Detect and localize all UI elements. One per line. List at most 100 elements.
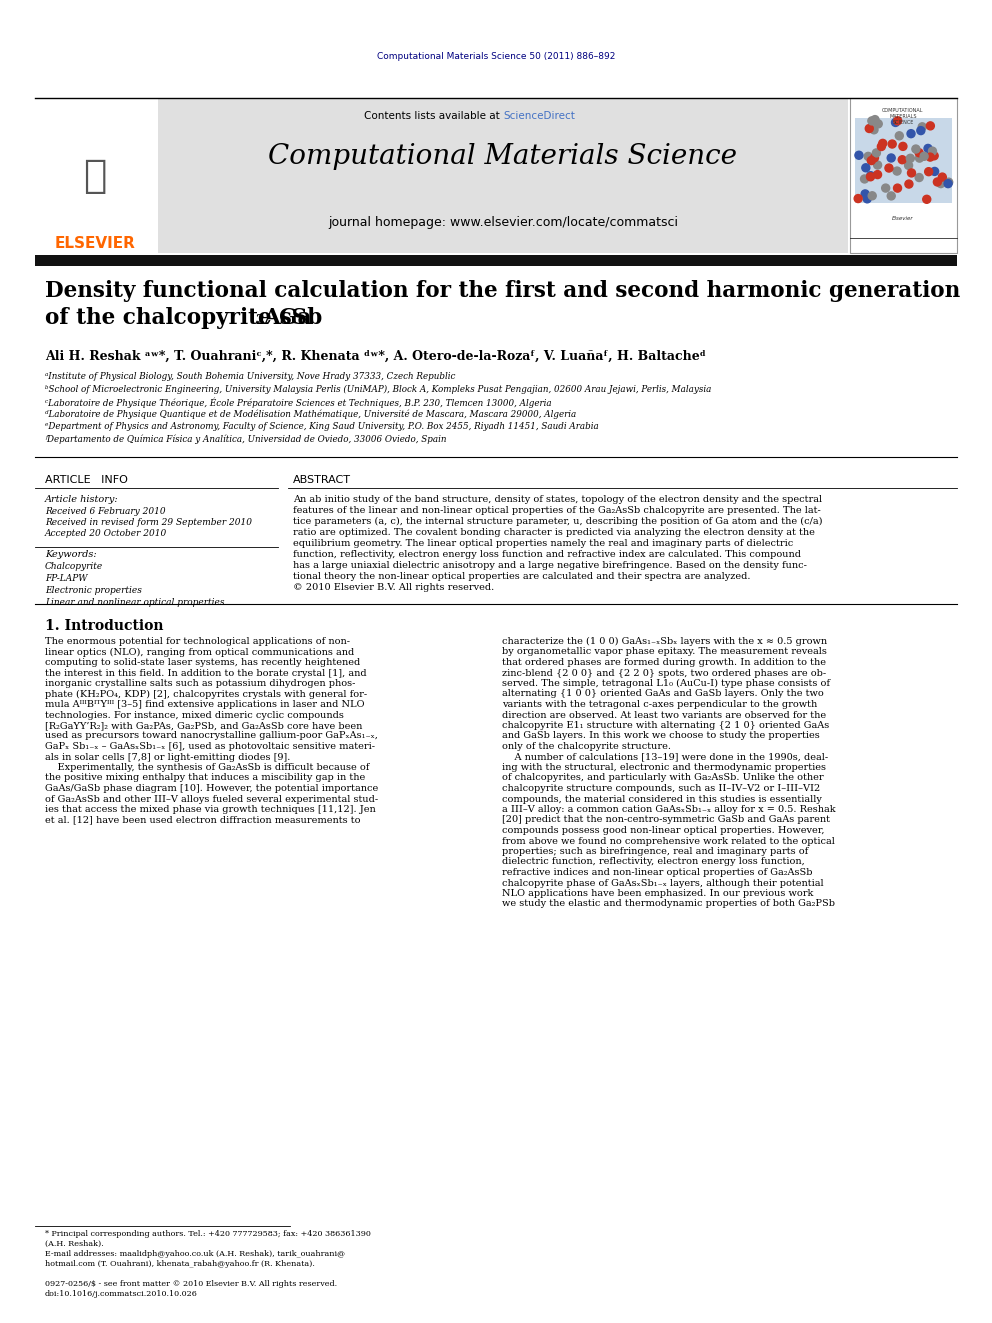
Circle shape [887, 153, 895, 161]
Text: Density functional calculation for the first and second harmonic generation: Density functional calculation for the f… [45, 280, 960, 302]
Circle shape [879, 139, 887, 147]
Circle shape [867, 156, 875, 164]
Circle shape [865, 124, 873, 132]
Text: linear optics (NLO), ranging from optical communications and: linear optics (NLO), ranging from optica… [45, 647, 354, 656]
Text: a III–V alloy: a common cation GaAsₓSb₁₋ₓ alloy for x = 0.5. Reshak: a III–V alloy: a common cation GaAsₓSb₁₋… [502, 804, 835, 814]
Text: tice parameters (a, c), the internal structure parameter, u, describing the posi: tice parameters (a, c), the internal str… [293, 517, 822, 527]
Circle shape [916, 153, 924, 163]
Circle shape [915, 148, 924, 156]
Text: properties; such as birefringence, real and imaginary parts of: properties; such as birefringence, real … [502, 847, 808, 856]
Circle shape [862, 164, 870, 172]
Text: [20] predict that the non-centro-symmetric GaSb and GaAs parent: [20] predict that the non-centro-symmetr… [502, 815, 830, 824]
Circle shape [863, 194, 871, 202]
Text: used as precursors toward nanocrystalline gallium-poor GaPₓAs₁₋ₓ,: used as precursors toward nanocrystallin… [45, 732, 378, 741]
Text: * Principal corresponding authors. Tel.: +420 777729583; fax: +420 386361390: * Principal corresponding authors. Tel.:… [45, 1230, 371, 1238]
Text: of chalcopyrites, and particularly with Ga₂AsSb. Unlike the other: of chalcopyrites, and particularly with … [502, 774, 823, 782]
Text: ScienceDirect: ScienceDirect [503, 111, 575, 120]
Text: compounds possess good non-linear optical properties. However,: compounds possess good non-linear optica… [502, 826, 824, 835]
Text: direction are observed. At least two variants are observed for the: direction are observed. At least two var… [502, 710, 826, 720]
Circle shape [944, 180, 952, 188]
Text: ELSEVIER: ELSEVIER [55, 235, 136, 251]
Circle shape [930, 168, 938, 176]
Text: chalcopyrite E1₁ structure with alternating {2 1 0} oriented GaAs: chalcopyrite E1₁ structure with alternat… [502, 721, 829, 730]
Text: Accepted 20 October 2010: Accepted 20 October 2010 [45, 529, 168, 538]
Circle shape [866, 173, 875, 181]
Text: ᵇSchool of Microelectronic Engineering, University Malaysia Perlis (UniMAP), Blo: ᵇSchool of Microelectronic Engineering, … [45, 385, 711, 394]
Circle shape [905, 161, 913, 169]
Text: phate (KH₂PO₄, KDP) [2], chalcopyrites crystals with general for-: phate (KH₂PO₄, KDP) [2], chalcopyrites c… [45, 689, 367, 699]
Circle shape [882, 184, 890, 192]
Text: Received in revised form 29 September 2010: Received in revised form 29 September 20… [45, 519, 252, 527]
Circle shape [917, 127, 925, 135]
Bar [850, 98, 957, 253]
Bar [35, 255, 957, 266]
Text: only of the chalcopyrite structure.: only of the chalcopyrite structure. [502, 742, 671, 751]
Circle shape [896, 132, 904, 140]
Text: characterize the (1 0 0) GaAs₁₋ₓSbₓ layers with the x ≈ 0.5 grown: characterize the (1 0 0) GaAs₁₋ₓSbₓ laye… [502, 636, 827, 646]
Circle shape [908, 169, 916, 177]
Text: from above we found no comprehensive work related to the optical: from above we found no comprehensive wor… [502, 836, 835, 845]
Text: compounds, the material considered in this studies is essentially: compounds, the material considered in th… [502, 795, 822, 803]
Text: hotmail.com (T. Ouahrani), khenata_rabah@yahoo.fr (R. Khenata).: hotmail.com (T. Ouahrani), khenata_rabah… [45, 1259, 314, 1267]
Circle shape [905, 180, 913, 188]
Text: FP-LAPW: FP-LAPW [45, 574, 87, 583]
Circle shape [907, 130, 915, 138]
Text: Computational Materials Science 50 (2011) 886–892: Computational Materials Science 50 (2011… [377, 52, 615, 61]
Circle shape [861, 191, 869, 198]
Circle shape [877, 143, 886, 151]
Circle shape [938, 173, 946, 181]
Text: doi:10.1016/j.commatsci.2010.10.026: doi:10.1016/j.commatsci.2010.10.026 [45, 1290, 197, 1298]
Circle shape [892, 119, 900, 127]
Circle shape [871, 153, 879, 161]
Text: chalcopyrite phase of GaAsₓSb₁₋ₓ layers, although their potential: chalcopyrite phase of GaAsₓSb₁₋ₓ layers,… [502, 878, 823, 888]
Circle shape [919, 123, 927, 131]
Text: Keywords:: Keywords: [45, 550, 96, 560]
Text: tional theory the non-linear optical properties are calculated and their spectra: tional theory the non-linear optical pro… [293, 572, 751, 581]
Text: AsSb: AsSb [263, 307, 322, 329]
Text: inorganic crystalline salts such as potassium dihydrogen phos-: inorganic crystalline salts such as pota… [45, 679, 355, 688]
Circle shape [898, 156, 907, 164]
Circle shape [864, 152, 872, 160]
Circle shape [894, 184, 902, 192]
Text: GaPₓ Sb₁₋ₓ – GaAsₓSb₁₋ₓ [6], used as photovoltaic sensitive materi-: GaPₓ Sb₁₋ₓ – GaAsₓSb₁₋ₓ [6], used as pho… [45, 742, 375, 751]
Text: computing to solid-state laser systems, has recently heightened: computing to solid-state laser systems, … [45, 658, 360, 667]
Text: chalcopyrite structure compounds, such as II–IV–V2 or I–III–VI2: chalcopyrite structure compounds, such a… [502, 785, 820, 792]
Circle shape [874, 120, 882, 128]
Text: 1. Introduction: 1. Introduction [45, 619, 164, 632]
Circle shape [872, 149, 880, 157]
Text: ᵃInstitute of Physical Biology, South Bohemia University, Nove Hrady 37333, Czec: ᵃInstitute of Physical Biology, South Bo… [45, 372, 455, 381]
Text: that ordered phases are formed during growth. In addition to the: that ordered phases are formed during gr… [502, 658, 826, 667]
Text: ᶜLaboratoire de Physique Théorique, École Préparatoire Sciences et Techniques, B: ᶜLaboratoire de Physique Théorique, Écol… [45, 397, 552, 407]
Text: by organometallic vapor phase epitaxy. The measurement reveals: by organometallic vapor phase epitaxy. T… [502, 647, 827, 656]
Text: Ali H. Reshak ᵃʷ*, T. Ouahraniᶜ,*, R. Khenata ᵈʷ*, A. Otero-de-la-Rozaᶠ, V. Luañ: Ali H. Reshak ᵃʷ*, T. Ouahraniᶜ,*, R. Kh… [45, 351, 706, 363]
Circle shape [927, 122, 934, 130]
Text: als in solar cells [7,8] or light-emitting diodes [9].: als in solar cells [7,8] or light-emitti… [45, 753, 291, 762]
Text: Elsevier: Elsevier [892, 216, 914, 221]
Circle shape [868, 116, 876, 124]
Text: ing with the structural, electronic and thermodynamic properties: ing with the structural, electronic and … [502, 763, 826, 773]
Text: ies that access the mixed phase via growth techniques [11,12]. Jen: ies that access the mixed phase via grow… [45, 804, 376, 814]
Text: of Ga₂AsSb and other III–V alloys fueled several experimental stud-: of Ga₂AsSb and other III–V alloys fueled… [45, 795, 378, 803]
Text: ARTICLE   INFO: ARTICLE INFO [45, 475, 128, 486]
Text: Computational Materials Science: Computational Materials Science [269, 143, 737, 169]
Text: the interest in this field. In addition to the borate crystal [1], and: the interest in this field. In addition … [45, 668, 367, 677]
Bar [158, 98, 848, 253]
Text: Experimentally, the synthesis of Ga₂AsSb is difficult because of: Experimentally, the synthesis of Ga₂AsSb… [45, 763, 369, 773]
Bar [35, 98, 155, 253]
Circle shape [929, 147, 936, 155]
Text: GaAs/GaSb phase diagram [10]. However, the potential importance: GaAs/GaSb phase diagram [10]. However, t… [45, 785, 378, 792]
Text: [R₂GaYY’R₂]₂ with Ga₂PAs, Ga₂PSb, and Ga₂AsSb core have been: [R₂GaYY’R₂]₂ with Ga₂PAs, Ga₂PSb, and Ga… [45, 721, 362, 730]
Circle shape [923, 196, 930, 204]
Text: variants with the tetragonal c-axes perpendicular to the growth: variants with the tetragonal c-axes perp… [502, 700, 817, 709]
Circle shape [924, 144, 932, 152]
Text: Article history:: Article history: [45, 495, 119, 504]
Text: Received 6 February 2010: Received 6 February 2010 [45, 507, 166, 516]
Text: the positive mixing enthalpy that induces a miscibility gap in the: the positive mixing enthalpy that induce… [45, 774, 365, 782]
Bar [855, 118, 952, 202]
Text: refractive indices and non-linear optical properties of Ga₂AsSb: refractive indices and non-linear optica… [502, 868, 812, 877]
Text: Linear and nonlinear optical properties: Linear and nonlinear optical properties [45, 598, 224, 607]
Text: 0927-0256/$ - see front matter © 2010 Elsevier B.V. All rights reserved.: 0927-0256/$ - see front matter © 2010 El… [45, 1279, 337, 1289]
Text: E-mail addresses: maalidph@yahoo.co.uk (A.H. Reshak), tarik_ouahrani@: E-mail addresses: maalidph@yahoo.co.uk (… [45, 1250, 345, 1258]
Text: An ab initio study of the band structure, density of states, topology of the ele: An ab initio study of the band structure… [293, 495, 822, 504]
Circle shape [874, 171, 882, 179]
